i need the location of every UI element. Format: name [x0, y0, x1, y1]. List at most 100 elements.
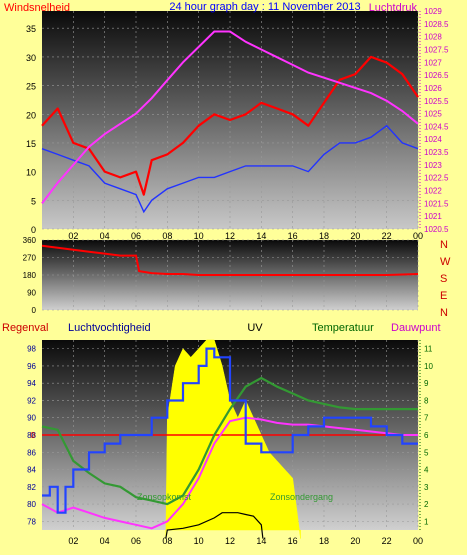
humidity-y-tick-label: 98 — [27, 345, 36, 354]
uv-axis-label: UV — [247, 322, 263, 334]
uv-solar-area — [165, 339, 301, 539]
uv-temp-y-tick-label: 5 — [424, 448, 429, 457]
temperature-axis-label: Temperatuur — [312, 322, 374, 334]
uv-temp-y-tick-label: 2 — [424, 500, 429, 509]
x-tick-label: 12 — [225, 231, 235, 241]
humidity-y-tick-label: 96 — [27, 362, 36, 371]
humidity-uv-marks — [41, 339, 418, 539]
pressure-y-tick-label: 1023 — [424, 161, 442, 170]
x-tick-label: 08 — [162, 536, 172, 546]
x-tick-label: 04 — [100, 231, 110, 241]
x-tick-label: 06 — [131, 231, 141, 241]
x-tick-label: 06 — [131, 536, 141, 546]
pressure-y-tick-label: 1027.5 — [424, 45, 449, 54]
x-tick-label: 08 — [162, 231, 172, 241]
humidity-uv-axes: 02 04 06 08 10 12 14 16 18 20 22 007880828486889092… — [27, 340, 433, 546]
uv-temp-y-tick-label: 11 — [424, 345, 433, 354]
compass-label: N — [440, 239, 448, 251]
x-tick-label: 16 — [288, 231, 298, 241]
pressure-y-tick-label: 1025 — [424, 110, 442, 119]
x-tick-label: 20 — [350, 231, 360, 241]
uv-temp-y-tick-label: 8 — [424, 396, 429, 405]
x-tick-label: 02 — [68, 231, 78, 241]
wind-pressure-grid — [42, 11, 419, 230]
wind-y-tick-label: 15 — [26, 139, 36, 149]
direction-y-tick-label: 90 — [27, 289, 36, 298]
humidity-y-tick-label: 92 — [27, 396, 36, 405]
pressure-y-tick-label: 1020.5 — [424, 225, 449, 234]
humidity-y-tick-label: 80 — [27, 500, 36, 509]
rain-axis-label: Regenval — [2, 322, 48, 334]
x-tick-label: 10 — [194, 536, 204, 546]
wind-y-tick-label: 25 — [26, 82, 36, 92]
x-tick-label: 14 — [256, 536, 266, 546]
uv-temp-y-tick-label: 4 — [424, 466, 429, 475]
uv-index-line — [165, 512, 264, 539]
x-tick-label: 22 — [382, 231, 392, 241]
x-tick-label: 00 — [413, 536, 423, 546]
wind-pressure-axes: 0 5 10 15 20 25 30 35 1029 1028.5 1028 1027.5 1027 10… — [26, 7, 449, 241]
wind-speed-axis-label: Windsnelheid — [4, 2, 70, 14]
dewpoint-line — [41, 416, 418, 530]
humidity-y-tick-label: 82 — [27, 483, 36, 492]
pressure-y-tick-label: 1022.5 — [424, 174, 449, 183]
pressure-y-tick-label: 1022 — [424, 187, 442, 196]
wind-direction-marks — [41, 244, 419, 276]
pressure-y-tick-label: 1023.5 — [424, 148, 449, 157]
dewpoint-axis-label: Dauwpunt — [391, 322, 441, 334]
compass-label: S — [440, 273, 447, 285]
pressure-y-tick-label: 1026 — [424, 84, 442, 93]
chart-title: 24 hour graph day : 11 November 2013 — [169, 1, 360, 13]
x-tick-label: 10 — [194, 231, 204, 241]
direction-y-tick-label: 270 — [23, 254, 37, 263]
uv-temp-y-tick-label: 1 — [424, 517, 429, 526]
x-tick-label: 22 — [382, 536, 392, 546]
sunrise-label: Zonsopkomst — [137, 492, 192, 502]
x-tick-label: 02 — [68, 536, 78, 546]
compass-label: N — [440, 307, 448, 319]
pressure-line — [41, 30, 419, 205]
pressure-y-tick-label: 1021 — [424, 212, 442, 221]
x-tick-label: 18 — [319, 536, 329, 546]
humidity-y-tick-label: 90 — [27, 414, 36, 423]
pressure-y-tick-label: 1024.5 — [424, 122, 449, 131]
pressure-axis-label: Luchtdruk — [369, 2, 418, 14]
pressure-y-tick-label: 1025.5 — [424, 97, 449, 106]
wind-gust-line — [41, 55, 419, 196]
pressure-y-tick-label: 1027 — [424, 58, 442, 67]
compass-label: E — [440, 290, 447, 302]
pressure-y-tick-label: 1026.5 — [424, 71, 449, 80]
sunset-label: Zonsondergang — [270, 492, 333, 502]
x-tick-label: 00 — [413, 231, 423, 241]
direction-y-tick-label: 180 — [23, 271, 37, 280]
compass-label: W — [440, 256, 451, 268]
humidity-y-tick-label: 84 — [27, 466, 36, 475]
humidity-line — [42, 347, 418, 514]
pressure-y-tick-label: 1028.5 — [424, 20, 449, 29]
uv-temp-y-tick-label: 3 — [424, 483, 429, 492]
wind-y-tick-label: 5 — [31, 196, 36, 206]
x-tick-label: 20 — [350, 536, 360, 546]
humidity-y-tick-label: 78 — [27, 517, 36, 526]
humidity-y-tick-label: 94 — [27, 379, 36, 388]
pressure-y-tick-label: 1029 — [424, 7, 442, 16]
uv-temp-y-tick-label: 6 — [424, 431, 429, 440]
humidity-y-tick-label: 88 — [27, 431, 36, 440]
wind-y-tick-label: 30 — [26, 53, 36, 63]
wind-average-line — [41, 124, 419, 214]
rain-tick-label: 0 — [31, 431, 36, 440]
direction-y-tick-label: 0 — [32, 306, 37, 315]
wind-y-tick-label: 20 — [26, 110, 36, 120]
humidity-y-tick-label: 86 — [27, 448, 36, 457]
wind-y-tick-label: 10 — [26, 168, 36, 178]
x-tick-label: 14 — [256, 231, 266, 241]
uv-temp-y-tick-label: 10 — [424, 362, 433, 371]
uv-temp-y-tick-label: 9 — [424, 379, 429, 388]
wind-y-tick-label: 35 — [26, 24, 36, 34]
wind-direction-line — [41, 244, 419, 276]
wind-y-tick-label: 0 — [31, 225, 36, 235]
temperature-line — [41, 376, 418, 506]
wind-pressure-marks — [41, 30, 419, 214]
